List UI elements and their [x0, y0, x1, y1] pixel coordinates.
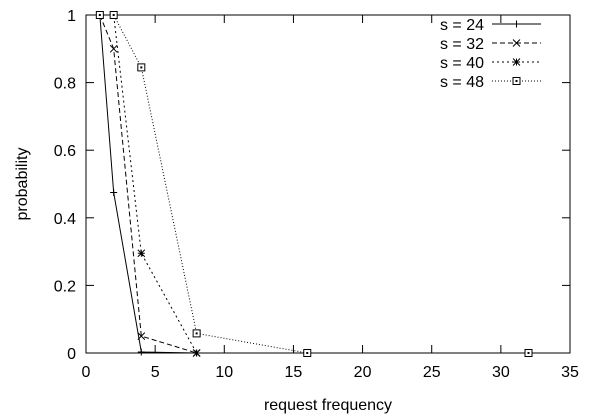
legend-marker — [512, 58, 521, 66]
x-axis-label: request frequency — [264, 397, 392, 414]
y-tick-label: 0 — [67, 346, 76, 363]
x-tick-label: 35 — [561, 364, 579, 381]
axis-ticks: 0 5 10 15 20 25 30 35 0 0.2 0.4 0.6 0.8 1 — [54, 8, 579, 381]
legend-marker-center — [515, 80, 518, 82]
x-tick-label: 30 — [492, 364, 510, 381]
data-point — [192, 349, 201, 357]
legend-marker — [513, 20, 520, 28]
x-tick-label: 15 — [285, 364, 303, 381]
y-axis-label: probability — [14, 148, 31, 221]
y-tick-label: 0.8 — [54, 76, 76, 93]
y-tick-label: 1 — [67, 8, 76, 25]
x-tick-label: 5 — [151, 364, 160, 381]
data-point — [109, 44, 118, 53]
y-tick-label: 0.4 — [54, 211, 76, 228]
data-point — [137, 332, 146, 340]
legend-marker — [512, 39, 521, 47]
y-tick-label: 0.6 — [54, 143, 76, 160]
y-tick-label: 0.2 — [54, 278, 76, 295]
legend-entry: s = 32 — [440, 36, 541, 53]
data-point — [137, 348, 145, 356]
data-point-center — [140, 66, 143, 69]
data-point — [137, 249, 146, 258]
x-tick-label: 0 — [82, 364, 91, 381]
plot-frame — [85, 14, 571, 354]
legend-label: s = 48 — [440, 74, 484, 91]
legend-entry: s = 40 — [440, 55, 541, 72]
data-point — [110, 188, 118, 196]
data-point-center — [98, 14, 101, 16]
data-point-center — [306, 352, 309, 354]
legend-label: s = 32 — [440, 36, 484, 53]
legend-label: s = 40 — [440, 55, 484, 72]
x-tick-label: 25 — [423, 364, 441, 381]
legend-label: s = 24 — [440, 17, 484, 34]
x-tick-label: 20 — [354, 364, 372, 381]
series-layer — [95, 11, 533, 357]
x-tick-label: 10 — [215, 364, 233, 381]
series-4 — [95, 11, 533, 357]
data-point-center — [112, 14, 115, 16]
legend-entry: s = 24 — [440, 17, 541, 34]
data-point-center — [195, 332, 198, 335]
legend-entry: s = 48 — [440, 74, 541, 91]
data-point-center — [527, 352, 530, 354]
legend: s = 24 s = 32 s = 40 s = 48 — [440, 17, 541, 91]
